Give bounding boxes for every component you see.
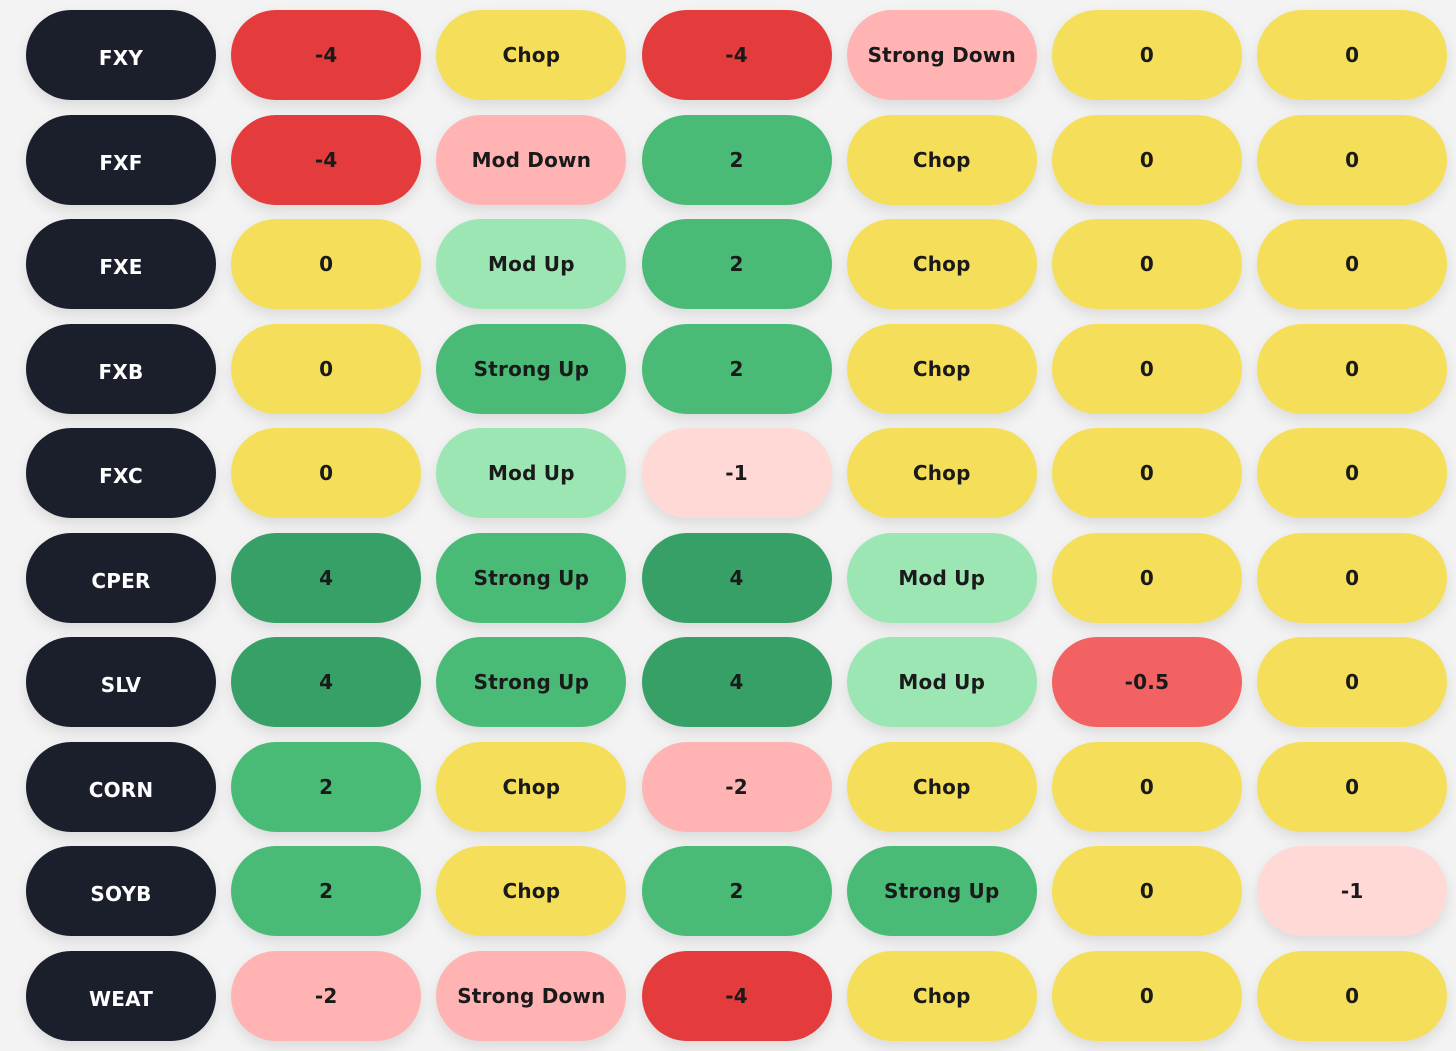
signal-cell: -4 [641, 950, 832, 1041]
ticker-pill-fxy: FXY [26, 10, 216, 100]
signal-cell: 0 [1051, 428, 1242, 518]
signal-cell: 0 [1257, 637, 1448, 727]
signal-cell: 0 [1051, 10, 1242, 100]
signal-cell: 4 [231, 637, 422, 727]
signal-cell: 0 [231, 323, 422, 414]
signal-cell: Mod Up [436, 428, 627, 518]
signal-cell: 4 [641, 532, 832, 623]
signal-cell: -1 [1257, 846, 1448, 936]
signal-cell: 0 [1051, 219, 1242, 309]
signal-cell: 0 [1257, 219, 1448, 309]
signal-cell: 2 [641, 114, 832, 205]
ticker-pill-fxc: FXC [26, 428, 216, 518]
signal-cell: Chop [846, 741, 1037, 832]
signal-cell: 0 [1051, 114, 1242, 205]
signal-cell: -1 [641, 428, 832, 518]
signal-cell: 0 [1257, 950, 1448, 1041]
signal-cell: Chop [436, 10, 627, 100]
signal-cell: 0 [1051, 741, 1242, 832]
ticker-pill-weat: WEAT [26, 950, 216, 1041]
signal-cell: Mod Down [436, 114, 627, 205]
signal-cell: Chop [436, 846, 627, 936]
signal-cell: Chop [846, 114, 1037, 205]
signal-grid: FXY -4 Chop -4 Strong Down 0 0 FXF -4 Mod Down 2 Ch… [26, 10, 1448, 1041]
ticker-pill-slv: SLV [26, 637, 216, 727]
signal-cell: 2 [641, 219, 832, 309]
ticker-pill-soyb: SOYB [26, 846, 216, 936]
signal-cell: 0 [1257, 114, 1448, 205]
signal-cell: Mod Up [846, 532, 1037, 623]
signal-cell: Chop [846, 219, 1037, 309]
signal-cell: 0 [231, 219, 422, 309]
signal-cell: -2 [641, 741, 832, 832]
signal-cell: -4 [641, 10, 832, 100]
signal-cell: -4 [231, 114, 422, 205]
signal-cell: Chop [846, 323, 1037, 414]
signal-cell: 0 [1257, 10, 1448, 100]
signal-cell: Strong Down [846, 10, 1037, 100]
signal-cell: 2 [231, 846, 422, 936]
signal-cell: Chop [436, 741, 627, 832]
signal-cell: 2 [641, 846, 832, 936]
signal-cell: Strong Up [436, 323, 627, 414]
signal-cell: 2 [231, 741, 422, 832]
signal-cell: Strong Up [846, 846, 1037, 936]
signal-cell: 0 [1257, 323, 1448, 414]
signal-cell: 0 [1051, 950, 1242, 1041]
signal-cell: 4 [641, 637, 832, 727]
signal-cell: Chop [846, 950, 1037, 1041]
ticker-pill-fxf: FXF [26, 114, 216, 205]
ticker-pill-cper: CPER [26, 532, 216, 623]
signal-cell: 0 [1257, 532, 1448, 623]
signal-cell: 0 [1051, 323, 1242, 414]
ticker-pill-corn: CORN [26, 741, 216, 832]
signal-cell: Strong Down [436, 950, 627, 1041]
signal-cell: Mod Up [436, 219, 627, 309]
signal-cell: 4 [231, 532, 422, 623]
signal-cell: 0 [1257, 741, 1448, 832]
signal-cell: 0 [1257, 428, 1448, 518]
signal-cell: 2 [641, 323, 832, 414]
signal-cell: Mod Up [846, 637, 1037, 727]
signal-cell: 0 [231, 428, 422, 518]
ticker-pill-fxe: FXE [26, 219, 216, 309]
signal-cell: -0.5 [1051, 637, 1242, 727]
signal-cell: 0 [1051, 532, 1242, 623]
signal-cell: 0 [1051, 846, 1242, 936]
signal-cell: Strong Up [436, 637, 627, 727]
ticker-pill-fxb: FXB [26, 323, 216, 414]
signal-cell: Strong Up [436, 532, 627, 623]
signal-cell: -4 [231, 10, 422, 100]
signal-cell: Chop [846, 428, 1037, 518]
signal-cell: -2 [231, 950, 422, 1041]
